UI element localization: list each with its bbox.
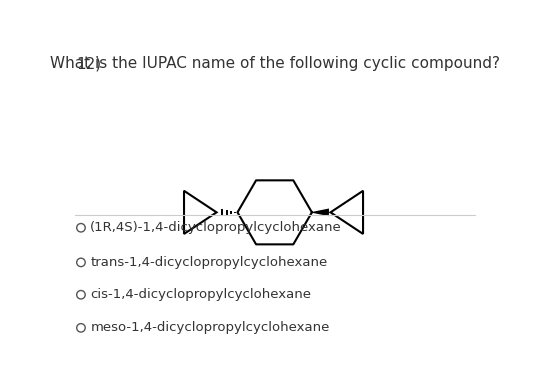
Text: 12): 12) — [76, 56, 101, 71]
Text: What is the IUPAC name of the following cyclic compound?: What is the IUPAC name of the following … — [50, 56, 500, 71]
Polygon shape — [312, 209, 329, 216]
Text: trans-1,4-dicyclopropylcyclohexane: trans-1,4-dicyclopropylcyclohexane — [90, 256, 327, 269]
Text: meso-1,4-dicyclopropylcyclohexane: meso-1,4-dicyclopropylcyclohexane — [90, 321, 330, 334]
Text: cis-1,4-dicyclopropylcyclohexane: cis-1,4-dicyclopropylcyclohexane — [90, 288, 311, 301]
Text: (1R,4S)-1,4-dicyclopropylcyclohexane: (1R,4S)-1,4-dicyclopropylcyclohexane — [90, 221, 342, 234]
